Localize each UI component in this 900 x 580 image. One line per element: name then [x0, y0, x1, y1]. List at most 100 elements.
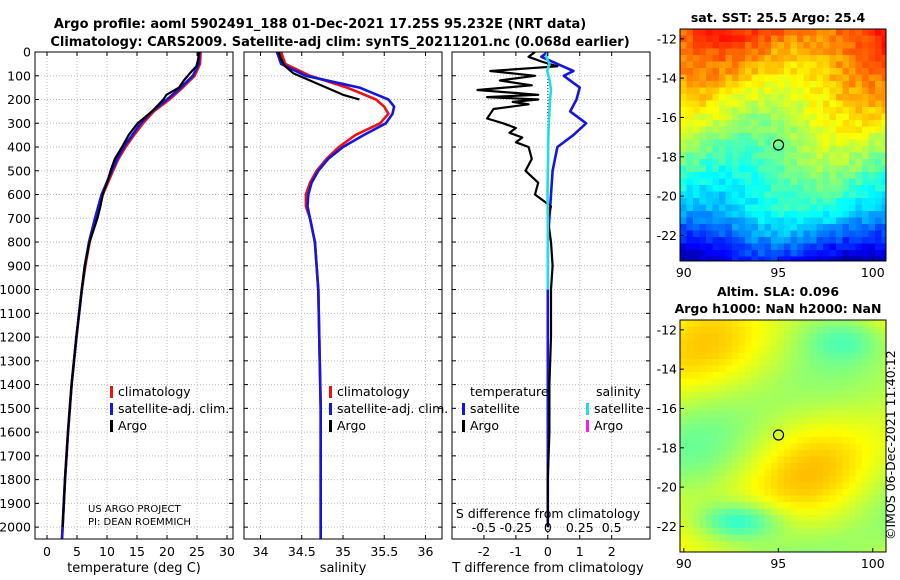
sst-pixel: [758, 107, 766, 115]
sla-pixel: [745, 430, 753, 438]
sla-pixel: [751, 528, 759, 536]
sla-pixel: [842, 495, 850, 503]
sla-pixel: [686, 385, 694, 393]
temperature-grid: [35, 51, 233, 539]
sla-pixel: [777, 391, 785, 399]
sst-pixel: [719, 159, 727, 167]
sst-pixel: [881, 217, 886, 225]
sla-pixel: [745, 482, 753, 490]
sst-pixel: [745, 35, 753, 43]
sst-pixel: [771, 113, 779, 121]
sla-pixel: [816, 489, 824, 497]
sla-pixel: [823, 443, 831, 451]
sla-pixel: [719, 534, 727, 542]
sla-pixel: [836, 326, 844, 334]
sst-pixel: [771, 35, 779, 43]
sst-pixel: [719, 113, 727, 121]
sla-pixel: [738, 385, 746, 393]
sla-pixel: [680, 515, 688, 523]
sst-pixel: [810, 74, 818, 82]
sla-pixel: [693, 515, 701, 523]
sst-pixel: [738, 94, 746, 102]
sst-pixel: [784, 87, 792, 95]
sla-pixel: [862, 450, 870, 458]
sst-pixel: [693, 243, 701, 251]
sla-pixel: [855, 489, 863, 497]
sla-pixel: [855, 547, 863, 552]
map-y-tick-label: -12: [657, 31, 677, 46]
difference-plot-frame: [451, 51, 651, 540]
sla-pixel: [868, 391, 876, 399]
sla-pixel: [758, 482, 766, 490]
sla-pixel: [764, 482, 772, 490]
sla-pixel: [849, 463, 857, 471]
sla-pixel: [699, 489, 707, 497]
sla-pixel: [784, 450, 792, 458]
sst-pixel: [842, 198, 850, 206]
sla-pixel: [706, 489, 714, 497]
sla-pixel: [855, 346, 863, 354]
sla-pixel: [836, 430, 844, 438]
sla-pixel: [797, 495, 805, 503]
sst-pixel: [875, 230, 883, 238]
sst-pixel: [719, 250, 727, 258]
sla-pixel: [771, 411, 779, 419]
sla-pixel: [823, 365, 831, 373]
sst-pixel: [745, 94, 753, 102]
sla-pixel: [693, 333, 701, 341]
sla-pixel: [738, 456, 746, 464]
sla-pixel: [784, 398, 792, 406]
sst-pixel: [829, 243, 837, 251]
sla-pixel: [829, 463, 837, 471]
sst-pixel: [751, 42, 759, 50]
sst-pixel: [706, 120, 714, 128]
series-line-argo: [61, 52, 200, 528]
sst-pixel: [686, 133, 694, 141]
sst-pixel: [842, 230, 850, 238]
sst-pixel: [719, 243, 727, 251]
sst-pixel: [732, 74, 740, 82]
difference-axis-ticks: -2 -1 0 1 2: [452, 51, 650, 559]
sla-pixel: [706, 411, 714, 419]
sst-pixel: [810, 256, 818, 261]
sst-pixel: [816, 204, 824, 212]
sla-pixel: [764, 372, 772, 380]
sla-pixel: [706, 424, 714, 432]
sla-pixel: [725, 372, 733, 380]
sla-pixel: [881, 456, 886, 464]
sla-pixel: [771, 450, 779, 458]
sla-pixel: [751, 443, 759, 451]
sla-pixel: [732, 411, 740, 419]
sla-pixel: [855, 352, 863, 360]
sla-pixel: [725, 326, 733, 334]
sla-pixel: [680, 456, 688, 464]
sla-pixel: [823, 469, 831, 477]
sst-argo-location-marker: [772, 139, 785, 151]
sst-pixel: [810, 191, 818, 199]
sla-pixel: [771, 502, 779, 510]
sst-pixel: [862, 81, 870, 89]
sst-pixel: [764, 126, 772, 134]
sst-pixel: [732, 146, 740, 154]
sla-pixel: [849, 326, 857, 334]
sla-pixel: [855, 320, 863, 328]
sla-pixel: [797, 482, 805, 490]
sst-pixel: [764, 198, 772, 206]
sst-pixel: [725, 55, 733, 63]
sla-pixel: [823, 450, 831, 458]
sla-pixel: [706, 508, 714, 516]
sla-pixel: [862, 320, 870, 328]
sst-pixel: [868, 100, 876, 108]
sla-pixel: [758, 417, 766, 425]
sst-pixel: [816, 94, 824, 102]
sst-pixel: [810, 159, 818, 167]
sst-pixel: [699, 113, 707, 121]
sla-pixel: [680, 430, 688, 438]
sst-pixel: [732, 178, 740, 186]
sla-pixel: [693, 437, 701, 445]
y-tick-label: 800: [7, 235, 31, 250]
sla-pixel: [862, 463, 870, 471]
y-tick-label: 1600: [0, 425, 31, 440]
sst-pixel: [810, 81, 818, 89]
sla-pixel: [823, 320, 831, 328]
